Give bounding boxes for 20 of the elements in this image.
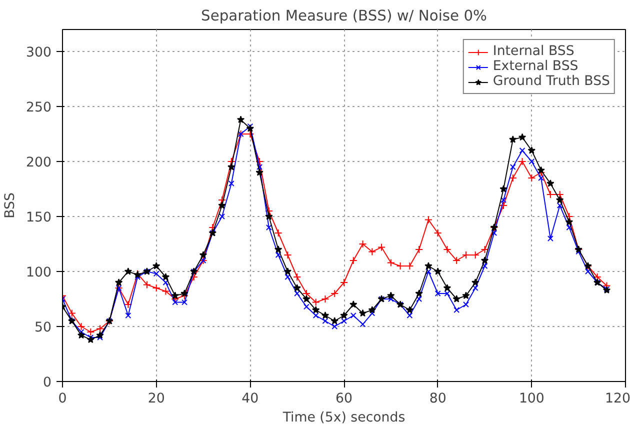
y-tick-label: 300: [26, 46, 52, 60]
y-axis-title: BSS: [3, 192, 18, 218]
chart-title: Separation Measure (BSS) w/ Noise 0%: [201, 8, 488, 24]
legend-label: Ground Truth BSS: [492, 74, 610, 89]
y-tick-label: 100: [26, 266, 52, 280]
x-tick-label: 100: [518, 392, 544, 406]
x-tick-label: 40: [242, 392, 259, 406]
y-tick-label: 150: [26, 210, 52, 226]
legend-label: Internal BSS: [492, 44, 574, 59]
y-tick-label: 200: [26, 156, 52, 170]
x-tick-label: 0: [58, 392, 67, 406]
x-axis-title: Time (5x) seconds: [282, 410, 406, 426]
y-tick-label: 0: [43, 376, 52, 390]
x-tick-label: 60: [336, 392, 352, 406]
x-tick-label: 80: [429, 392, 446, 406]
legend-label: External BSS: [492, 59, 578, 74]
x-tick-label: 120: [605, 392, 630, 406]
y-tick-label: 250: [26, 100, 52, 116]
x-tick-label: 20: [148, 392, 165, 406]
y-tick-label: 50: [34, 320, 52, 336]
